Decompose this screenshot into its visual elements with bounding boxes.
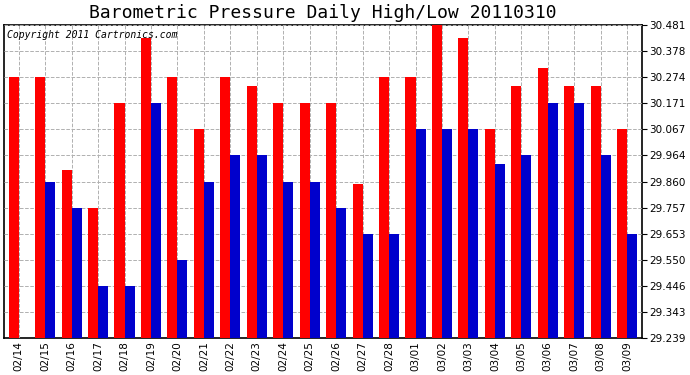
Bar: [511, 86, 522, 338]
Bar: [627, 234, 637, 338]
Bar: [406, 77, 415, 338]
Bar: [469, 129, 478, 338]
Bar: [326, 103, 336, 338]
Bar: [432, 25, 442, 338]
Bar: [9, 77, 19, 338]
Bar: [353, 184, 363, 338]
Text: Copyright 2011 Cartronics.com: Copyright 2011 Cartronics.com: [8, 30, 178, 40]
Bar: [548, 103, 558, 338]
Bar: [363, 234, 373, 338]
Bar: [336, 208, 346, 338]
Bar: [230, 155, 240, 338]
Bar: [115, 103, 124, 338]
Bar: [601, 155, 611, 338]
Bar: [389, 234, 399, 338]
Bar: [564, 86, 574, 338]
Bar: [415, 129, 426, 338]
Title: Barometric Pressure Daily High/Low 20110310: Barometric Pressure Daily High/Low 20110…: [89, 4, 557, 22]
Bar: [591, 86, 601, 338]
Bar: [538, 68, 548, 338]
Bar: [98, 286, 108, 338]
Bar: [442, 129, 452, 338]
Bar: [458, 38, 469, 338]
Bar: [168, 77, 177, 338]
Bar: [379, 77, 389, 338]
Bar: [141, 38, 151, 338]
Bar: [151, 103, 161, 338]
Bar: [522, 155, 531, 338]
Bar: [45, 182, 55, 338]
Bar: [35, 77, 45, 338]
Bar: [257, 155, 267, 338]
Bar: [299, 103, 310, 338]
Bar: [284, 182, 293, 338]
Bar: [220, 77, 230, 338]
Bar: [124, 286, 135, 338]
Bar: [273, 103, 284, 338]
Bar: [72, 208, 81, 338]
Bar: [247, 86, 257, 338]
Bar: [204, 182, 214, 338]
Bar: [485, 129, 495, 338]
Bar: [310, 182, 319, 338]
Bar: [495, 164, 505, 338]
Bar: [88, 208, 98, 338]
Bar: [61, 170, 72, 338]
Bar: [194, 129, 204, 338]
Bar: [574, 103, 584, 338]
Bar: [177, 260, 188, 338]
Bar: [617, 129, 627, 338]
